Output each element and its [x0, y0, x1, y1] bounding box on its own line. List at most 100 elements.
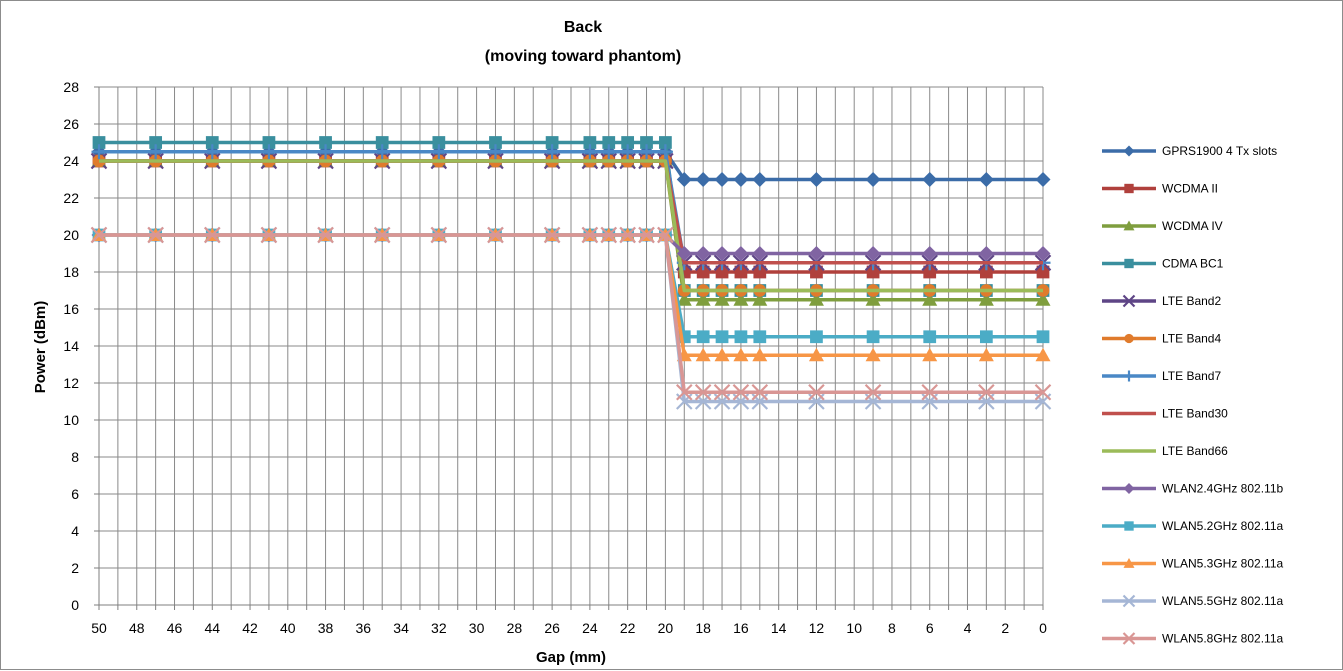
legend-item: GPRS1900 4 Tx slots [1102, 144, 1277, 158]
x-tick-label: 44 [204, 620, 220, 636]
y-tick-label: 26 [63, 116, 79, 132]
legend-label: WLAN5.8GHz 802.11a [1162, 632, 1283, 646]
y-tick-label: 20 [63, 227, 79, 243]
data-point [1034, 383, 1052, 401]
data-point [147, 226, 164, 244]
x-tick-label: 30 [469, 620, 485, 636]
data-point [262, 136, 276, 149]
data-point [865, 292, 881, 306]
x-tick-label: 18 [695, 620, 711, 636]
legend-item: WLAN5.8GHz 802.11a [1102, 632, 1283, 646]
data-point [676, 246, 692, 261]
data-point [602, 136, 616, 149]
series-line [99, 233, 1043, 394]
data-point [696, 265, 710, 279]
data-point [922, 347, 938, 362]
y-tick-label: 2 [71, 560, 79, 576]
series-14 [90, 226, 1052, 401]
legend-item: LTE Band66 [1102, 444, 1228, 458]
data-point [732, 383, 750, 401]
data-point [676, 172, 692, 187]
data-point [808, 347, 824, 362]
data-point [601, 144, 617, 160]
x-tick-label: 50 [91, 620, 107, 636]
y-tick-label: 0 [71, 597, 79, 613]
data-point [733, 172, 749, 187]
y-tick-label: 14 [63, 338, 79, 354]
legend-item: WLAN2.4GHz 802.11b [1102, 482, 1283, 496]
data-point [90, 226, 108, 244]
data-point [204, 226, 221, 244]
data-point [714, 172, 730, 187]
x-tick-label: 14 [771, 620, 787, 636]
data-point [864, 383, 882, 401]
data-point [600, 226, 618, 244]
data-point [1035, 246, 1051, 261]
data-point [978, 347, 994, 362]
data-point [865, 347, 881, 362]
x-tick-label: 4 [964, 620, 972, 636]
legend: GPRS1900 4 Tx slots WCDMA II WCDMA IV CDMA … [1102, 144, 1283, 646]
x-tick-label: 2 [1001, 620, 1009, 636]
data-point [317, 226, 334, 244]
data-point [978, 383, 995, 401]
data-point [808, 292, 824, 306]
data-point [922, 172, 938, 187]
data-point [923, 265, 937, 279]
legend-label: LTE Band2 [1162, 294, 1221, 308]
x-tick-label: 38 [318, 620, 334, 636]
data-point [979, 265, 993, 279]
data-point [676, 292, 692, 306]
data-point [319, 136, 332, 149]
data-point [734, 330, 748, 344]
data-point [487, 144, 503, 160]
data-point [375, 136, 389, 149]
legend-label: WLAN5.5GHz 802.11a [1162, 594, 1283, 608]
legend-item: LTE Band2 [1102, 294, 1221, 308]
data-point [92, 136, 106, 149]
data-point [921, 383, 938, 401]
x-tick-label: 24 [582, 620, 598, 636]
data-point [694, 383, 712, 401]
series-group [90, 136, 1052, 410]
data-point [1123, 558, 1135, 568]
data-point [922, 292, 938, 306]
chart-title: Back [564, 19, 602, 36]
data-point [1124, 183, 1134, 194]
legend-item: CDMA BC1 [1102, 257, 1224, 271]
x-tick-label: 16 [733, 620, 749, 636]
data-point [91, 144, 107, 160]
data-point [808, 246, 824, 261]
data-point [619, 226, 636, 244]
data-point [148, 144, 164, 160]
data-point [923, 330, 937, 344]
data-point [1123, 220, 1135, 231]
legend-label: LTE Band7 [1162, 369, 1221, 383]
y-tick-label: 16 [63, 301, 79, 317]
x-tick-label: 26 [544, 620, 560, 636]
data-point [430, 226, 448, 244]
data-point [374, 144, 390, 160]
data-point [696, 330, 710, 344]
data-point [713, 383, 731, 401]
x-tick-label: 34 [393, 620, 409, 636]
y-tick-label: 12 [63, 375, 79, 391]
data-point [714, 347, 730, 362]
data-point [639, 144, 655, 160]
y-tick-label: 24 [63, 153, 79, 169]
x-tick-label: 36 [356, 620, 372, 636]
data-point [583, 136, 597, 149]
series-line [99, 159, 1043, 293]
data-point [261, 144, 277, 160]
data-point [581, 226, 599, 244]
data-point [657, 144, 673, 160]
data-point [1035, 172, 1051, 187]
legend-item: WLAN5.2GHz 802.11a [1102, 519, 1283, 533]
legend-label: GPRS1900 4 Tx slots [1162, 144, 1277, 158]
y-axis-title: Power (dBm) [32, 301, 49, 394]
data-point [1122, 594, 1136, 608]
data-point [695, 347, 711, 362]
data-point [714, 292, 730, 306]
y-tick-label: 10 [63, 412, 79, 428]
